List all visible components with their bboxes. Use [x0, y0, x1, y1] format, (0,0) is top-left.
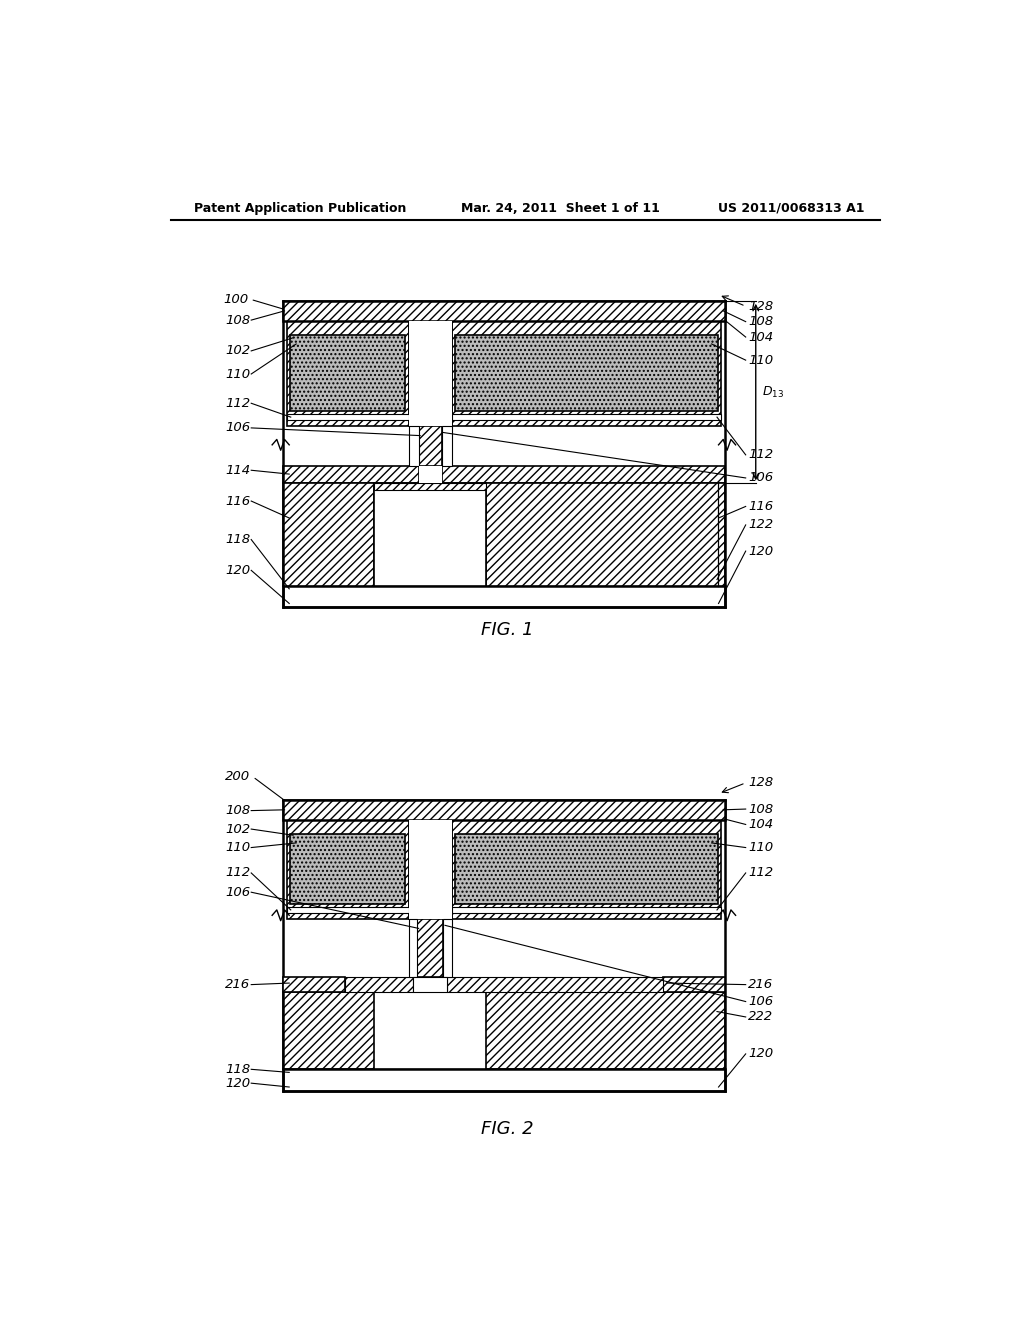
Text: 108: 108 [225, 314, 251, 326]
Bar [287, 820, 409, 919]
Text: 108: 108 [225, 804, 251, 817]
Text: 102: 102 [225, 345, 251, 358]
Bar [283, 800, 725, 820]
Text: Patent Application Publication: Patent Application Publication [194, 202, 407, 215]
Text: 106: 106 [225, 886, 251, 899]
Bar [455, 335, 718, 411]
Bar [414, 977, 447, 993]
Text: 120: 120 [225, 1077, 251, 1090]
Text: 104: 104 [748, 818, 773, 832]
Bar [345, 977, 414, 993]
Text: 110: 110 [225, 841, 251, 854]
Text: 216: 216 [225, 978, 251, 991]
Bar [375, 483, 486, 490]
Text: $D_{21}$: $D_{21}$ [421, 845, 440, 859]
Bar [283, 466, 725, 483]
Bar [409, 321, 452, 426]
Bar [452, 321, 721, 426]
Bar [283, 993, 725, 1069]
Bar [452, 414, 721, 420]
Bar [290, 834, 406, 904]
Text: 108: 108 [748, 315, 773, 329]
Bar [283, 301, 725, 321]
Text: 118: 118 [225, 1063, 251, 1076]
Bar [283, 1069, 725, 1090]
Bar [409, 820, 452, 919]
Text: 110: 110 [748, 841, 773, 854]
Text: 106: 106 [748, 471, 773, 484]
Bar [455, 834, 718, 904]
Bar [287, 414, 409, 420]
Bar [452, 820, 721, 919]
Bar [283, 586, 725, 607]
Bar [442, 426, 452, 466]
Text: 102: 102 [225, 822, 251, 836]
Text: 112: 112 [748, 866, 773, 879]
Bar [287, 321, 409, 426]
Bar [417, 919, 443, 977]
Text: 112: 112 [225, 397, 251, 409]
Text: 128: 128 [748, 300, 773, 313]
Bar [419, 426, 442, 466]
Text: US 2011/0068313 A1: US 2011/0068313 A1 [718, 202, 864, 215]
Text: 106: 106 [225, 421, 251, 434]
Text: FIG. 1: FIG. 1 [481, 620, 535, 639]
Bar [375, 483, 486, 586]
Text: 108: 108 [748, 803, 773, 816]
Bar [409, 426, 419, 466]
Bar [486, 483, 725, 586]
Bar [409, 919, 417, 977]
Text: 200: 200 [225, 770, 251, 783]
Text: 112: 112 [225, 866, 251, 879]
Text: 106: 106 [748, 995, 773, 1008]
Bar [283, 483, 375, 586]
Text: 104: 104 [748, 330, 773, 343]
Text: 112: 112 [748, 449, 773, 462]
Text: $D_{12}$: $D_{12}$ [421, 461, 440, 474]
Bar [287, 907, 409, 913]
Text: Mar. 24, 2011  Sheet 1 of 11: Mar. 24, 2011 Sheet 1 of 11 [461, 202, 660, 215]
Bar [419, 466, 442, 483]
Text: 120: 120 [748, 1047, 773, 1060]
Text: $D_{13}$: $D_{13}$ [762, 384, 784, 400]
Text: 120: 120 [748, 545, 773, 557]
Text: $D_{11}$: $D_{11}$ [421, 348, 440, 363]
Text: 216: 216 [748, 978, 773, 991]
Bar [452, 907, 721, 913]
Text: 128: 128 [748, 776, 773, 789]
Text: 122: 122 [748, 519, 773, 532]
Bar [663, 977, 725, 993]
Text: FIG. 2: FIG. 2 [481, 1121, 535, 1138]
Text: 116: 116 [748, 500, 773, 513]
Text: 114: 114 [225, 463, 251, 477]
Bar [447, 977, 663, 993]
Text: 118: 118 [225, 533, 251, 546]
Bar [375, 993, 486, 1069]
Bar [443, 919, 452, 977]
Text: 110: 110 [748, 354, 773, 367]
Text: 222: 222 [748, 1010, 773, 1023]
Bar [283, 977, 345, 993]
Text: 110: 110 [225, 367, 251, 380]
Bar [290, 335, 406, 411]
Text: 116: 116 [225, 495, 251, 508]
Text: 100: 100 [223, 293, 248, 306]
Text: 120: 120 [225, 564, 251, 577]
